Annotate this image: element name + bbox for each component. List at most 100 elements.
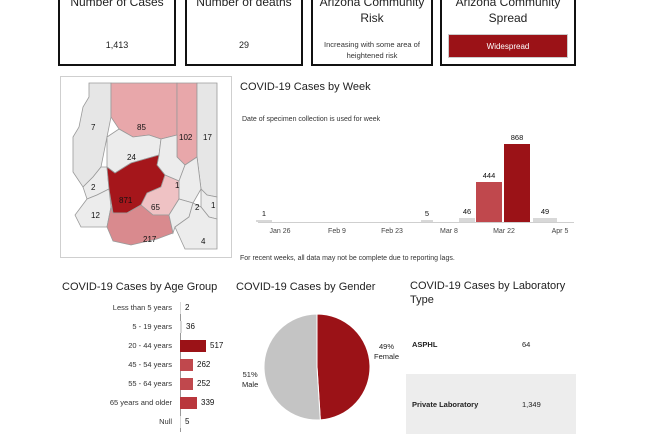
weekly-chart: 1 5 46 444 868 49 Jan 26 Feb 9 Feb 23 Mar 8 Mar 2… — [240, 130, 580, 244]
weekly-bar-value-label: 1 — [261, 209, 267, 218]
weekly-chart-title: COVID-19 Cases by Week — [240, 81, 371, 93]
map-label-apache: 17 — [203, 133, 212, 142]
age-row-value: 2 — [185, 303, 190, 312]
county-pima — [106, 204, 174, 246]
weekly-x-tick-label: Apr 5 — [551, 228, 569, 235]
weekly-chart-baseline — [258, 222, 574, 223]
lab-table-title-line2: Type — [410, 294, 434, 306]
kpi-spread-title-line1: Arizona Community — [455, 0, 561, 9]
age-row: Less than 5 years 2 — [60, 301, 230, 315]
age-bar — [180, 359, 193, 371]
age-row: 45 - 54 years 262 — [60, 358, 230, 372]
kpi-risk-title-line1: Arizona Community — [319, 0, 425, 9]
map-label-cochise: 4 — [201, 237, 206, 246]
age-bar — [180, 397, 197, 409]
map-label-yuma: 12 — [91, 211, 100, 220]
age-row: 5 - 19 years 36 — [60, 320, 230, 334]
map-label-navajo: 102 — [179, 133, 193, 142]
age-row-label: 55 - 64 years — [128, 379, 172, 388]
gender-pie-chart — [263, 313, 371, 421]
gender-chart-title: COVID-19 Cases by Gender — [236, 281, 376, 293]
county-map: 7 85 102 17 24 2 1 12 871 65 2 1 217 4 — [60, 76, 232, 258]
gender-female-pct: 49% — [379, 342, 395, 351]
kpi-card-spread: Arizona Community Spread Widespread — [440, 0, 576, 66]
weekly-bar — [459, 218, 475, 222]
weekly-x-tick-label: Mar 22 — [493, 228, 515, 235]
gender-male-pct: 51% — [242, 370, 258, 379]
map-label-maricopa: 871 — [119, 196, 133, 205]
map-label-graham: 2 — [195, 203, 200, 212]
map-label-gila: 1 — [175, 181, 180, 190]
weekly-bar — [533, 218, 557, 222]
gender-male-name: Male — [242, 380, 259, 389]
county-navajo — [176, 82, 198, 166]
age-chart-title: COVID-19 Cases by Age Group — [62, 281, 218, 293]
kpi-risk-title-line2: Risk — [360, 11, 384, 25]
weekly-bar-value-label: 49 — [540, 207, 550, 216]
lab-row-private-name: Private Laboratory — [412, 400, 479, 409]
map-label-coconino: 85 — [137, 123, 146, 132]
lab-row-private: Private Laboratory 1,349 — [406, 374, 576, 434]
kpi-spread-title-line2: Spread — [488, 11, 528, 25]
kpi-risk-desc-line2: heightened risk — [346, 51, 398, 60]
spread-status-badge: Widespread — [448, 34, 568, 58]
weekly-bar — [504, 144, 530, 222]
weekly-x-tick-label: Feb 23 — [381, 228, 403, 235]
map-label-mohave: 7 — [91, 123, 96, 132]
age-row-value: 262 — [197, 360, 211, 369]
age-row-label: 5 - 19 years — [132, 322, 172, 331]
weekly-x-tick-label: Feb 9 — [328, 228, 346, 235]
weekly-bar — [476, 182, 502, 222]
gender-female-name: Female — [374, 352, 400, 361]
weekly-bar — [421, 220, 433, 222]
kpi-deaths-title: Number of deaths — [196, 0, 292, 9]
weekly-chart-footnote: For recent weeks, all data may not be co… — [240, 255, 455, 262]
kpi-card-risk: Arizona Community Risk Increasing with s… — [311, 0, 433, 66]
age-row-label: 45 - 54 years — [128, 360, 172, 369]
age-row-value: 252 — [197, 379, 211, 388]
age-row: Null 5 — [60, 415, 230, 429]
weekly-bar-value-label: 5 — [424, 209, 430, 218]
map-label-greenlee: 1 — [211, 201, 216, 210]
age-row-value: 5 — [185, 417, 190, 426]
map-label-la-paz: 2 — [91, 183, 96, 192]
gender-pie-slice-male — [263, 313, 321, 421]
age-row-label: 65 years and older — [109, 398, 172, 407]
kpi-cases-value: 1,413 — [105, 40, 129, 50]
county-map-shapes — [72, 82, 218, 250]
weekly-x-tick-label: Mar 8 — [440, 228, 458, 235]
age-row-label: Null — [159, 417, 172, 426]
age-bar — [180, 378, 193, 390]
weekly-bar-value-label: 868 — [510, 133, 524, 142]
gender-female-label: 49% Female — [374, 342, 399, 362]
weekly-bar-value-label: 46 — [462, 207, 472, 216]
lab-table-title-line1: COVID-19 Cases by Laboratory — [410, 280, 566, 292]
gender-pie-slice-female — [316, 313, 371, 421]
weekly-bar-value-label: 444 — [482, 171, 496, 180]
kpi-card-deaths: Number of deaths 29 — [185, 0, 303, 66]
age-bar — [180, 340, 206, 352]
kpi-risk-desc-line1: Increasing with some area of — [324, 40, 420, 49]
map-label-yavapai: 24 — [127, 153, 136, 162]
lab-row-asphl-name: ASPHL — [412, 340, 438, 349]
map-label-pinal: 65 — [151, 203, 160, 212]
age-row: 20 - 44 years 517 — [60, 339, 230, 353]
county-cochise — [174, 202, 218, 250]
kpi-deaths-value: 29 — [238, 40, 249, 50]
age-row-value: 517 — [210, 341, 224, 350]
age-row-value: 36 — [186, 322, 195, 331]
weekly-bar — [256, 220, 272, 222]
age-row-label: 20 - 44 years — [128, 341, 172, 350]
age-row-value: 339 — [201, 398, 215, 407]
age-bar — [180, 416, 181, 428]
lab-row-asphl-value: 64 — [522, 340, 531, 349]
age-bar — [180, 321, 182, 333]
weekly-x-tick-label: Jan 26 — [269, 228, 291, 235]
map-label-pima: 217 — [143, 235, 157, 244]
gender-male-label: 51% Male — [242, 370, 258, 390]
lab-row-private-value: 1,349 — [522, 400, 541, 409]
lab-row-asphl: ASPHL 64 — [406, 322, 576, 374]
age-bar — [180, 302, 181, 314]
age-row: 55 - 64 years 252 — [60, 377, 230, 391]
age-row: 65 years and older 339 — [60, 396, 230, 410]
